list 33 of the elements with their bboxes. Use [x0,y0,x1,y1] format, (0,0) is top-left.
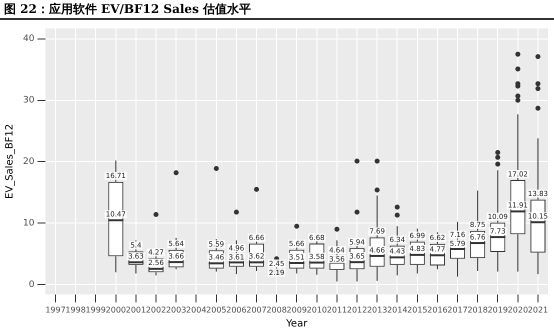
x-tick-label: 2006 [226,305,247,314]
x-tick-label: 2012 [346,305,368,314]
y-tick-label: 10 [23,218,35,228]
x-tick-label: 2002 [146,305,166,314]
x-tick-label: 2017 [447,305,468,314]
x-tick-label: 2013 [366,305,388,314]
x-tick-label: 2021 [528,305,548,314]
y-axis-title: EV_Sales_BF12 [4,124,16,199]
x-tick-label: 2020 [508,305,528,314]
x-tick-label: 1998 [65,305,86,314]
x-tick-label: 2003 [166,305,186,314]
y-tick-label: 20 [23,157,35,168]
x-tick-label: 2011 [326,305,348,314]
y-tick-label: 0 [28,280,35,290]
x-tick-label: 2007 [246,305,267,314]
x-tick-label: 2016 [427,305,448,314]
x-tick-label: 1997 [45,305,66,314]
x-tick-label: 2010 [306,305,328,314]
x-tick-label: 2008 [266,305,287,314]
x-tick-label: 2005 [206,305,226,314]
x-tick-label: 2014 [387,305,408,314]
x-tick-label: 2019 [488,305,508,314]
x-tick-label: 2004 [186,305,206,314]
x-tick-label: 2001 [126,305,146,314]
x-tick-label: 2000 [106,305,126,314]
x-tick-label: 2009 [286,305,307,314]
x-axis-title: Year [285,318,308,330]
x-tick-label: 1999 [86,305,106,314]
y-tick-label: 40 [23,34,35,44]
x-tick-label: 2015 [407,305,428,314]
x-tick-label: 2018 [467,305,488,314]
y-tick-label: 30 [23,96,35,106]
chart-title: 图 22：应用软件 EV/BF12 Sales 估值水平 [0,0,554,20]
